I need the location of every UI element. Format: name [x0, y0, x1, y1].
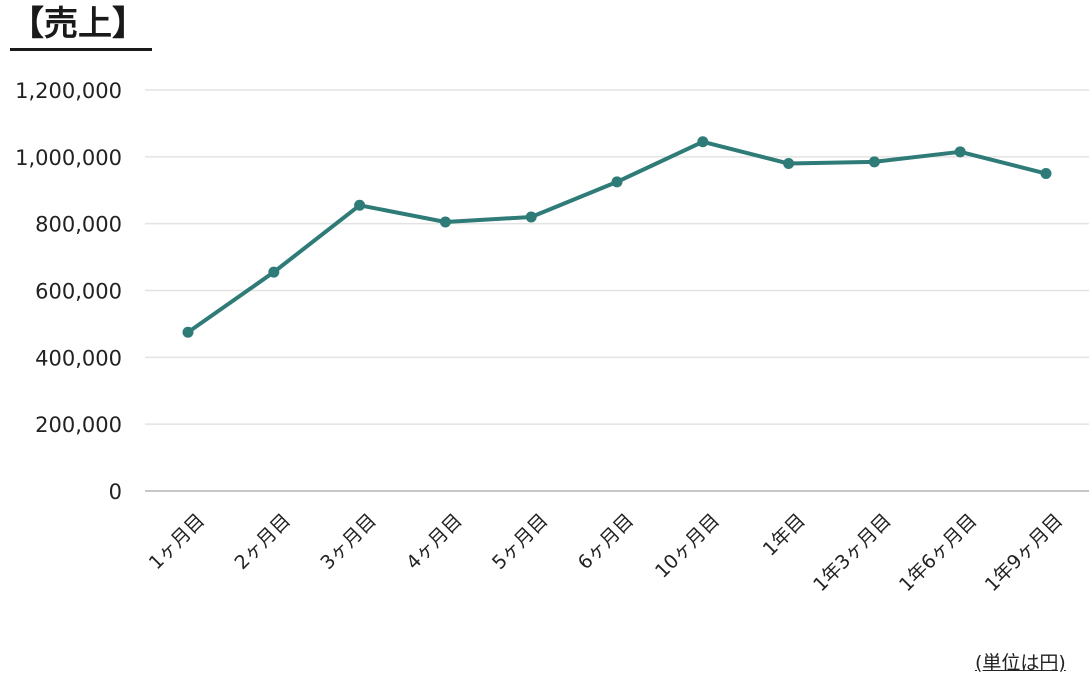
data-point	[354, 199, 366, 211]
y-tick-label: 200,000	[35, 413, 122, 437]
x-tick-label: 2ヶ月目	[231, 510, 295, 574]
data-point	[1040, 168, 1052, 180]
x-tick-label: 1年3ヶ月目	[809, 510, 895, 596]
data-point	[697, 136, 709, 148]
chart-title: 【売上】	[10, 4, 152, 51]
data-point	[439, 216, 451, 228]
data-point	[954, 146, 966, 158]
data-point	[783, 158, 795, 170]
y-axis-ticks: 0 200,000 400,000 600,000 800,000 1,000,000 1,…	[15, 79, 122, 504]
x-tick-label: 5ヶ月目	[488, 510, 552, 574]
data-point	[611, 176, 623, 188]
y-tick-label: 800,000	[35, 213, 122, 237]
gridlines	[145, 89, 1089, 492]
data-point	[525, 211, 537, 223]
data-point	[868, 156, 880, 168]
x-tick-label: 10ヶ月目	[651, 510, 724, 583]
data-point	[268, 266, 280, 278]
y-tick-label: 1,200,000	[15, 79, 122, 103]
unit-note: (単位は円)	[975, 652, 1066, 674]
x-tick-label: 1ヶ月目	[145, 510, 209, 574]
x-tick-label: 1年6ヶ月目	[895, 510, 981, 596]
data-point	[182, 326, 194, 338]
y-tick-label: 1,000,000	[15, 146, 122, 170]
y-tick-label: 0	[109, 480, 122, 504]
y-tick-label: 600,000	[35, 280, 122, 304]
x-tick-label: 4ヶ月目	[402, 510, 466, 574]
x-axis-ticks: 1ヶ月目 2ヶ月目 3ヶ月目 4ヶ月目 5ヶ月目 6ヶ月目 10ヶ月目 1年目 1年3ヶ月目 1年…	[145, 510, 1067, 596]
x-tick-label: 1年目	[759, 510, 810, 561]
series-line	[186, 139, 1048, 335]
y-tick-label: 400,000	[35, 346, 122, 370]
x-tick-label: 1年9ヶ月目	[981, 510, 1067, 596]
x-tick-label: 3ヶ月目	[316, 510, 380, 574]
sales-series	[182, 136, 1052, 338]
x-tick-label: 6ヶ月目	[574, 510, 638, 574]
